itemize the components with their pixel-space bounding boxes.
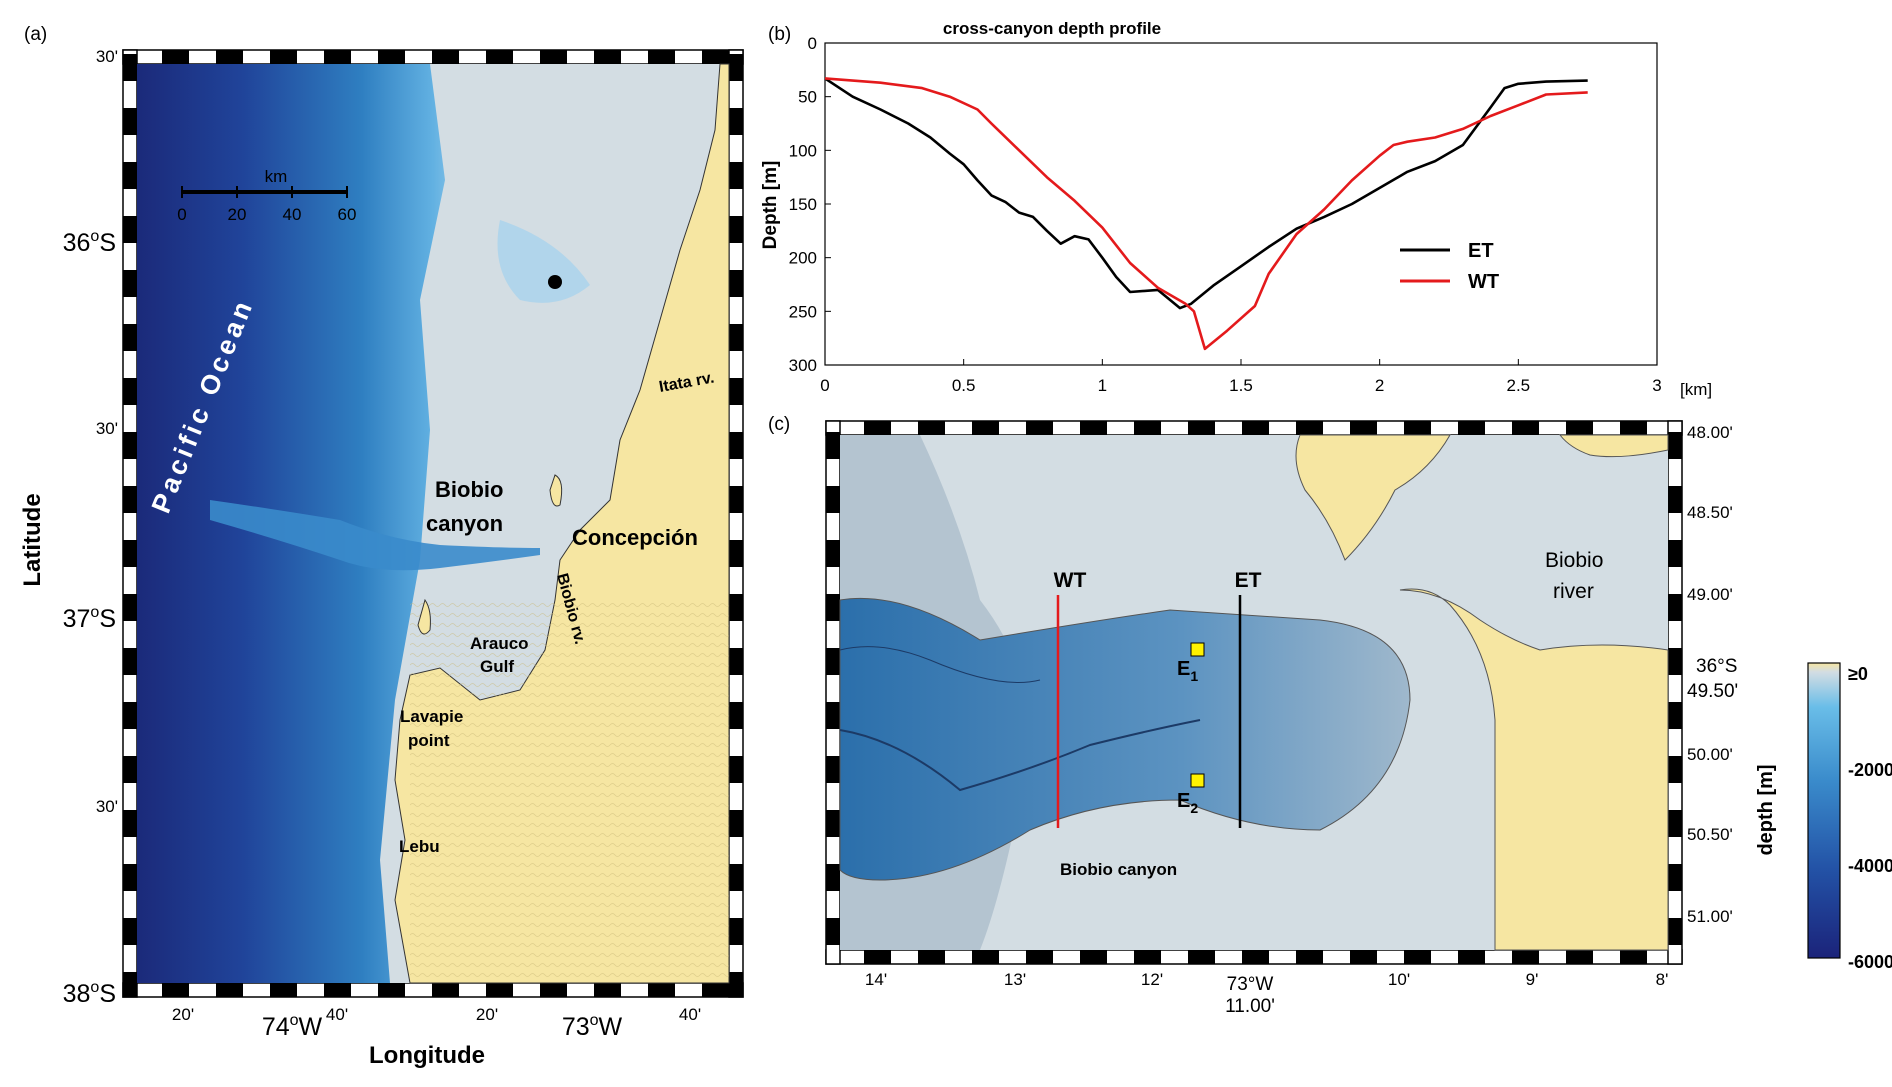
y-axis-label: Depth [m] <box>760 161 781 250</box>
land-right <box>1399 588 1669 951</box>
lat-tick-minor: 30' <box>96 419 118 438</box>
y-tick-label: 50 <box>798 88 817 107</box>
place-arauco: Gulf <box>480 657 514 676</box>
lat-tick-c: 49.50' <box>1687 681 1738 702</box>
lat-tick: 36oS <box>63 228 116 257</box>
y-tick-label: 300 <box>789 356 817 375</box>
lon-tick-c: 9' <box>1526 970 1539 989</box>
x-tick-label: 1 <box>1098 376 1107 395</box>
colorbar-tick: -6000 <box>1848 952 1892 972</box>
station-e2-label: E2 <box>1177 790 1198 816</box>
lat-tick-c: 48.00' <box>1687 423 1733 442</box>
plot-area <box>824 42 1658 366</box>
river-label: river <box>1553 580 1594 603</box>
colorbar: ≥0 -2000 -4000 -6000 depth [m] <box>1755 662 1892 972</box>
y-tick-label: 150 <box>789 195 817 214</box>
station-e2-marker <box>1190 773 1205 788</box>
lat-tick-c: 50.50' <box>1687 825 1733 844</box>
lat-deg-c: 36°S <box>1696 656 1737 677</box>
x-tick-label: 3 <box>1652 376 1661 395</box>
lat-tick: 38oS <box>63 979 116 1008</box>
scale-tick: 60 <box>338 205 357 224</box>
colorbar-label: depth [m] <box>1755 764 1777 855</box>
station-e1-marker <box>1190 642 1205 657</box>
series-line-et <box>824 77 1588 310</box>
lon-tick-minor: 20' <box>172 1005 194 1024</box>
y-tick-label: 0 <box>808 34 817 53</box>
colorbar-tick: -4000 <box>1848 856 1892 876</box>
panel-c-label: (c) <box>768 414 790 435</box>
transect-et-label: ET <box>1235 569 1262 592</box>
lat-tick-minor: 30' <box>96 797 118 816</box>
y-tick-label: 250 <box>789 302 817 321</box>
colorbar-tick: ≥0 <box>1848 664 1868 684</box>
series-line-wt <box>824 77 1588 351</box>
colorbar-gradient <box>1807 662 1841 959</box>
location-dot-icon <box>548 275 562 289</box>
scale-tick: 0 <box>177 205 186 224</box>
lon-tick-c: 73°W <box>1227 974 1274 995</box>
map-a <box>122 49 744 998</box>
canyon-area <box>839 597 1411 881</box>
place-lavapie: Lavapie <box>400 707 463 726</box>
transect-wt-label: WT <box>1054 569 1087 592</box>
lon-tick-minor: 40' <box>326 1005 348 1024</box>
legend-label-wt: WT <box>1468 271 1499 293</box>
scale-bar: km 0 20 40 60 <box>177 167 356 224</box>
chart-title: cross-canyon depth profile <box>943 19 1161 38</box>
lat-tick-c: 50.00' <box>1687 745 1733 764</box>
x-axis-unit: [km] <box>1680 380 1712 399</box>
legend-label-et: ET <box>1468 240 1494 262</box>
scale-unit: km <box>265 167 288 186</box>
lon-tick-c: 12' <box>1141 970 1163 989</box>
lat-axis-label: Latitude <box>19 493 46 586</box>
lon-tick-minor: 40' <box>679 1005 701 1024</box>
lon-tick-c: 14' <box>865 970 887 989</box>
canyon-label: Biobio canyon <box>1060 860 1177 879</box>
depth-profile-chart: cross-canyon depth profile 0 0.5 1 1.5 2 2.5 3… <box>760 19 1712 399</box>
place-lebu: Lebu <box>399 837 440 856</box>
place-lavapie: point <box>408 731 450 750</box>
map-c <box>825 420 1683 965</box>
scale-tick: 40 <box>283 205 302 224</box>
land-top <box>1295 434 1451 561</box>
lat-tick-c: 48.50' <box>1687 503 1733 522</box>
y-tick-label: 100 <box>789 141 817 160</box>
lon-tick: 73oW <box>562 1012 623 1041</box>
place-biobio-canyon: Biobio <box>435 477 503 502</box>
x-tick-label: 1.5 <box>1229 376 1253 395</box>
scale-tick: 20 <box>228 205 247 224</box>
place-concepcion: Concepción <box>572 525 698 550</box>
legend: ET WT <box>1400 240 1499 293</box>
lon-tick-c: 13' <box>1004 970 1026 989</box>
lon-sub-c: 11.00' <box>1225 996 1275 1017</box>
x-tick-label: 2.5 <box>1507 376 1531 395</box>
canyon-feature <box>210 500 540 571</box>
lon-tick-c: 8' <box>1656 970 1669 989</box>
y-tick-label: 200 <box>789 249 817 268</box>
lat-tick-c: 49.00' <box>1687 585 1733 604</box>
lat-tick-c: 51.00' <box>1687 907 1733 926</box>
place-arauco: Arauco <box>470 634 529 653</box>
lat-tick-top: 30' <box>96 47 118 66</box>
panel-b-label: (b) <box>768 24 791 45</box>
lon-tick-minor: 20' <box>476 1005 498 1024</box>
x-tick-label: 2 <box>1375 376 1384 395</box>
x-tick-label: 0.5 <box>952 376 976 395</box>
lon-axis-label: Longitude <box>369 1042 485 1069</box>
x-tick-label: 0 <box>820 376 829 395</box>
lon-tick-c: 10' <box>1388 970 1410 989</box>
lat-tick: 37oS <box>63 604 116 633</box>
colorbar-tick: -2000 <box>1848 760 1892 780</box>
station-e1-label: E1 <box>1177 658 1198 684</box>
river-label: Biobio <box>1545 549 1603 572</box>
panel-a-label: (a) <box>24 24 47 45</box>
place-biobio-canyon: canyon <box>426 511 503 536</box>
lon-tick: 74oW <box>262 1012 323 1041</box>
